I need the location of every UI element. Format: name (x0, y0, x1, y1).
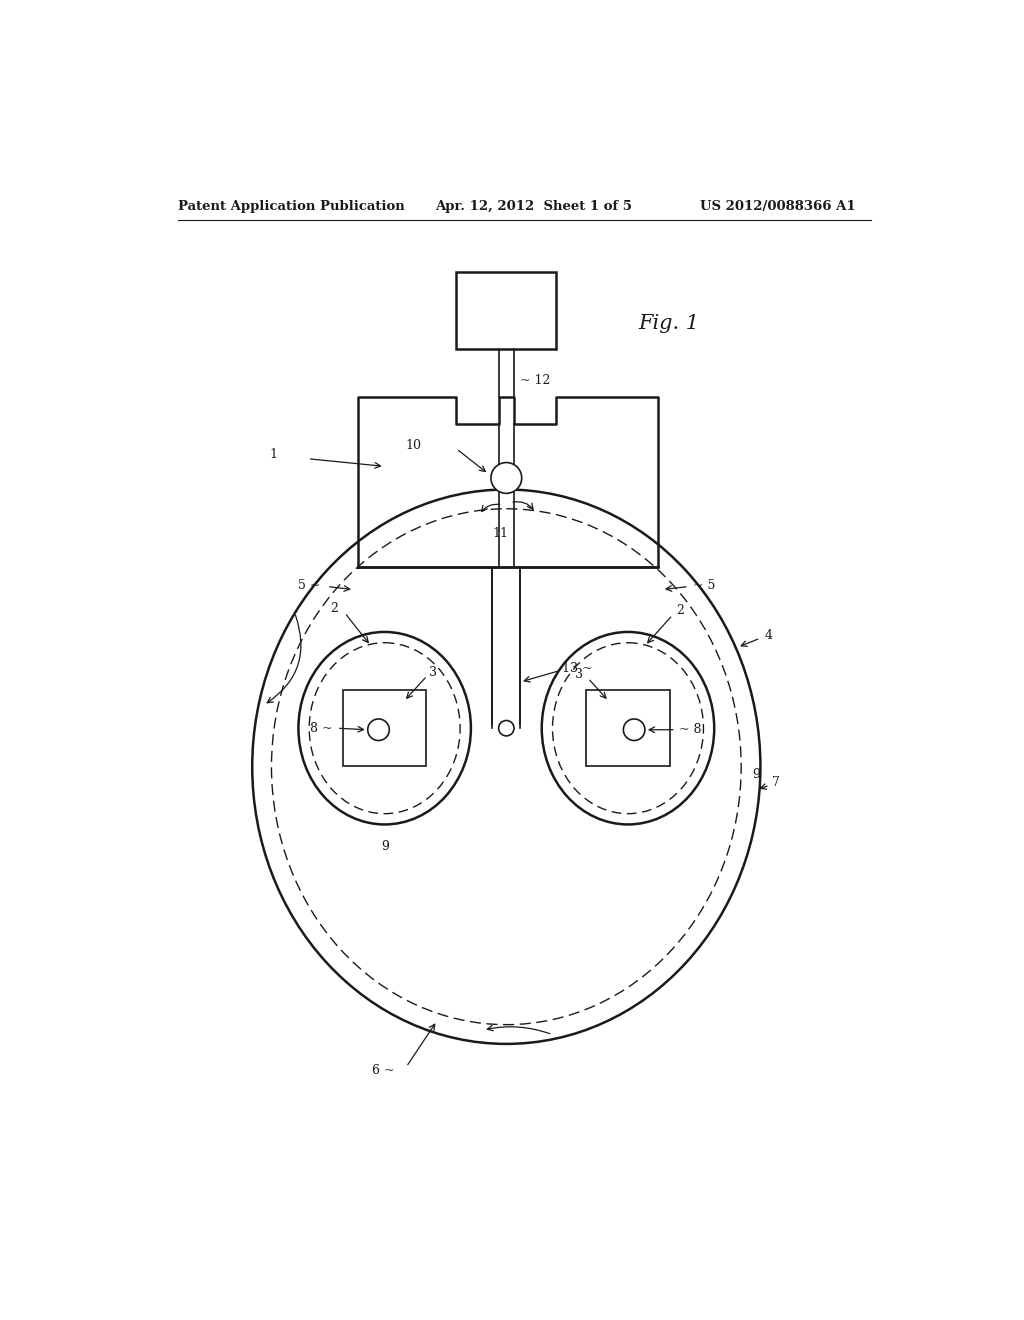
Text: 7: 7 (772, 776, 780, 788)
Text: 10: 10 (406, 440, 422, 453)
Text: 1: 1 (269, 449, 278, 462)
Text: 4: 4 (764, 630, 772, 643)
Circle shape (490, 462, 521, 494)
Bar (343, 690, 426, 766)
Text: 13 ~: 13 ~ (562, 661, 592, 675)
Text: Fig. 1: Fig. 1 (639, 314, 699, 334)
Bar (457, 272, 556, 350)
Text: ~ 5: ~ 5 (692, 579, 715, 593)
Text: US 2012/0088366 A1: US 2012/0088366 A1 (700, 199, 856, 213)
Text: 3: 3 (575, 668, 584, 681)
Text: 9: 9 (753, 768, 761, 781)
Text: Patent Application Publication: Patent Application Publication (178, 199, 406, 213)
Text: 3: 3 (429, 667, 437, 680)
Text: ~ 12: ~ 12 (520, 374, 551, 387)
Text: 8 ~: 8 ~ (310, 722, 333, 735)
Text: 5 ~: 5 ~ (298, 579, 321, 593)
Circle shape (499, 721, 514, 737)
Text: 2: 2 (331, 602, 339, 615)
Text: 11: 11 (493, 527, 509, 540)
Text: 2: 2 (676, 603, 684, 616)
Bar (587, 690, 670, 766)
Text: ~ 8: ~ 8 (679, 723, 701, 737)
Text: 9: 9 (381, 840, 389, 853)
Text: Apr. 12, 2012  Sheet 1 of 5: Apr. 12, 2012 Sheet 1 of 5 (435, 199, 632, 213)
Text: 6 ~: 6 ~ (372, 1064, 394, 1077)
